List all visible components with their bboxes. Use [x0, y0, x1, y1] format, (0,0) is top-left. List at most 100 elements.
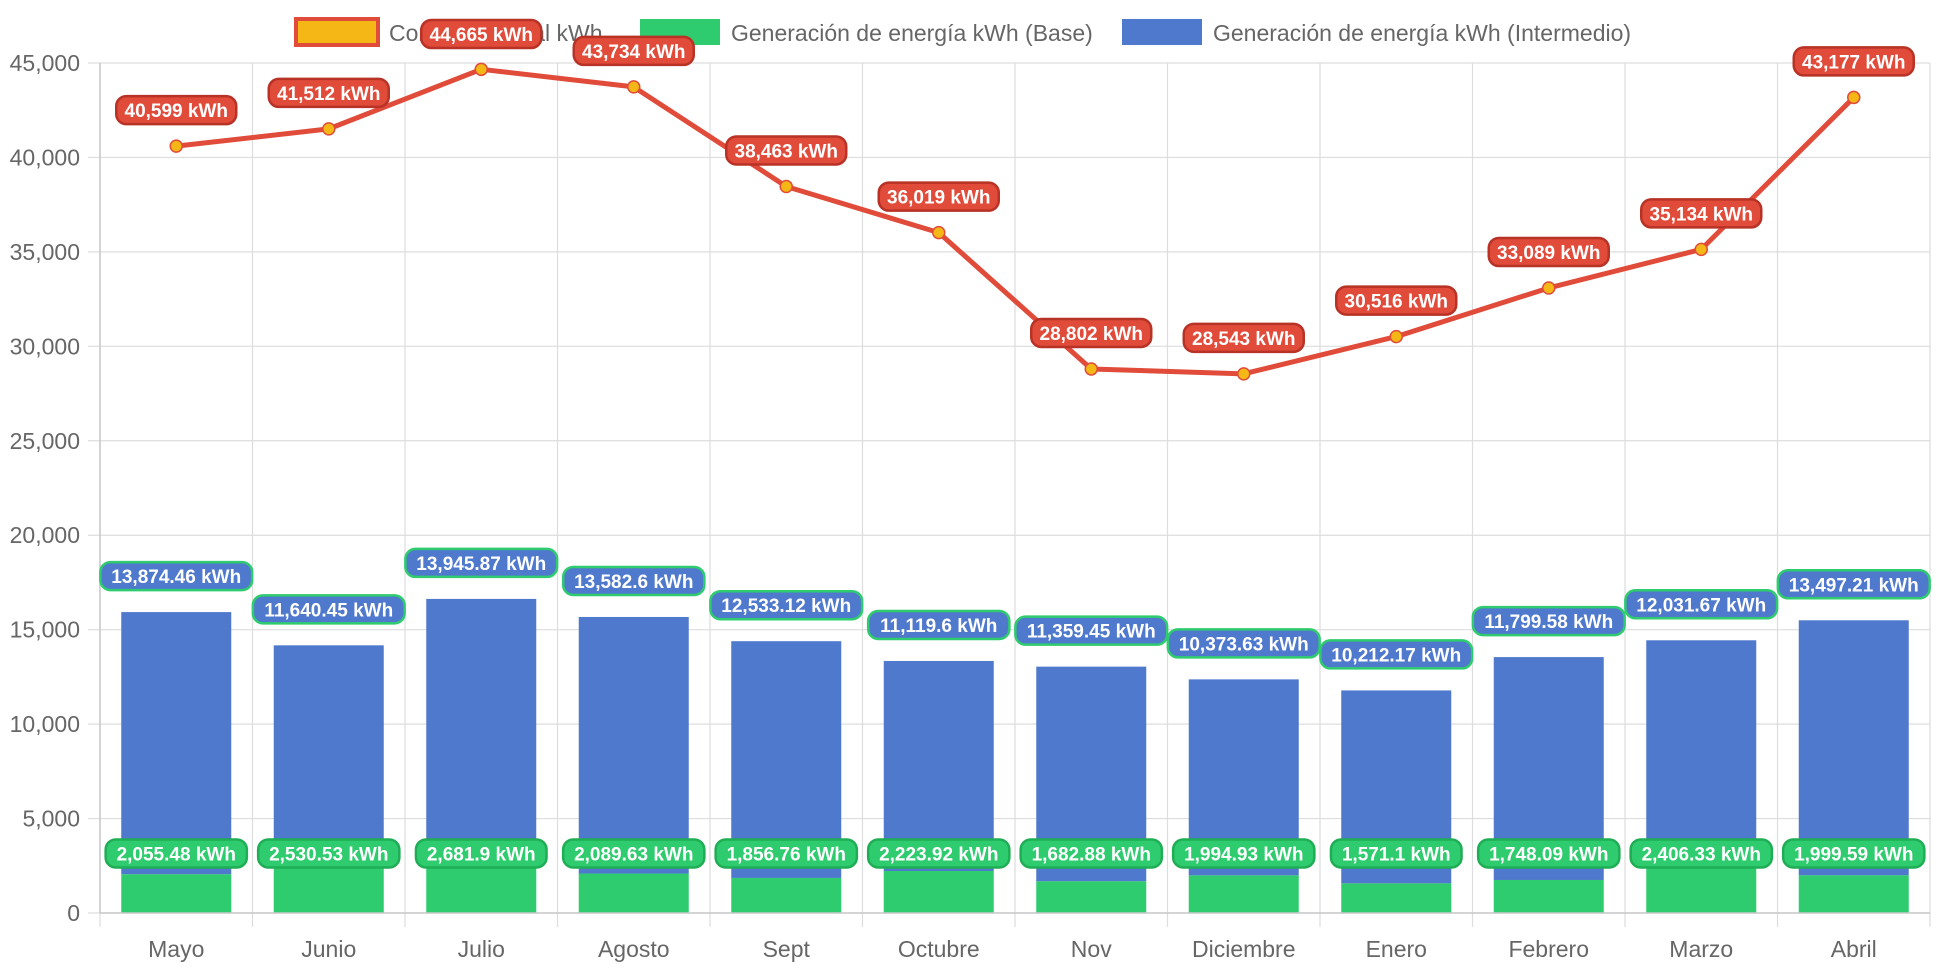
label-consumo-text: 41,512 kWh: [277, 84, 381, 105]
label-intermedio: 13,874.46 kWh: [99, 560, 254, 592]
bar-base: [1188, 875, 1299, 913]
label-intermedio-text: 10,373.63 kWh: [1179, 634, 1309, 655]
bar-base: [883, 870, 994, 913]
bar-base: [426, 862, 537, 913]
label-intermedio: 10,212.17 kWh: [1319, 639, 1474, 670]
y-tick-label: 35,000: [10, 239, 80, 265]
label-base-text: 2,406.33 kWh: [1642, 844, 1761, 865]
label-intermedio: 10,373.63 kWh: [1166, 628, 1321, 659]
label-intermedio-text: 11,359.45 kWh: [1027, 622, 1156, 643]
bar-intermedio: [1646, 640, 1757, 868]
label-consumo: 28,802 kWh: [1030, 317, 1153, 349]
label-base-text: 2,681.9 kWh: [427, 844, 536, 865]
label-consumo: 41,512 kWh: [267, 77, 390, 109]
x-tick-label: Agosto: [598, 936, 670, 962]
label-intermedio: 13,497.21 kWh: [1776, 569, 1931, 600]
label-base-text: 2,530.53 kWh: [269, 844, 388, 865]
x-tick-label: Sept: [763, 936, 811, 962]
label-base-bg: [414, 838, 548, 869]
label-intermedio-text: 11,799.58 kWh: [1484, 612, 1613, 633]
label-consumo-bg: [1487, 236, 1610, 268]
bar-base: [1798, 875, 1909, 913]
label-base-text: 2,089.63 kWh: [574, 844, 693, 865]
label-base-bg: [561, 838, 706, 869]
bar-base: [1646, 867, 1757, 913]
axes: 0 5,000 10,000 15,000 20,000 25,000 30,000 35,0…: [10, 50, 1930, 962]
label-base-bg: [866, 838, 1011, 869]
label-consumo: 28,543 kWh: [1182, 322, 1305, 354]
label-intermedio: 13,582.6 kWh: [561, 565, 706, 597]
consumption-point: [932, 225, 946, 240]
legend-item[interactable]: Generación de energía kWh (Base): [640, 19, 1093, 46]
y-tick-label: 30,000: [10, 333, 80, 359]
label-consumo-bg: [572, 35, 695, 67]
grid: [88, 62, 1931, 927]
label-consumo-text: 35,134 kWh: [1650, 204, 1754, 225]
label-base-text: 2,055.48 kWh: [117, 844, 236, 865]
label-base: 2,530.53 kWh: [256, 838, 401, 869]
label-consumo: 40,599 kWh: [115, 94, 238, 126]
consumption-point: [322, 122, 336, 136]
label-base-bg: [104, 838, 249, 869]
bar-base: [273, 865, 384, 913]
label-base: 1,571.1 kWh: [1329, 838, 1463, 869]
label-base: 1,999.59 kWh: [1781, 838, 1926, 869]
label-base: 1,856.76 kWh: [714, 838, 859, 869]
consumption-point: [779, 179, 793, 194]
x-tick-label: Nov: [1071, 936, 1112, 962]
label-intermedio-bg: [866, 609, 1011, 641]
label-base-text: 1,682.88 kWh: [1032, 844, 1151, 865]
label-consumo: 44,665 kWh: [420, 18, 543, 50]
bar-base: [1341, 883, 1452, 913]
consumption-point: [474, 62, 488, 77]
label-intermedio: 13,945.87 kWh: [404, 547, 559, 579]
label-consumo-text: 44,665 kWh: [430, 25, 534, 46]
bar-intermedio: [578, 616, 689, 874]
label-consumo: 36,019 kWh: [877, 181, 1000, 212]
label-base: 2,223.92 kWh: [866, 838, 1011, 869]
label-consumo-bg: [1640, 198, 1763, 229]
x-tick-label: Junio: [301, 936, 356, 962]
x-tick-label: Octubre: [898, 936, 980, 962]
label-intermedio-text: 13,582.6 kWh: [574, 572, 693, 593]
y-tick-label: 0: [67, 900, 80, 926]
y-tick-label: 25,000: [10, 428, 80, 454]
label-intermedio-text: 12,031.67 kWh: [1636, 595, 1766, 616]
consumption-point: [1542, 281, 1556, 295]
legend-swatch: [294, 17, 380, 47]
label-intermedio-bg: [404, 547, 559, 579]
consumption-point: [1084, 362, 1098, 376]
label-intermedio-bg: [1166, 628, 1321, 659]
label-consumo-bg: [1792, 46, 1915, 77]
label-base-bg: [1781, 838, 1926, 869]
label-base-text: 1,999.59 kWh: [1794, 844, 1913, 865]
label-base-text: 1,994.93 kWh: [1184, 844, 1303, 865]
label-base: 1,682.88 kWh: [1019, 838, 1164, 869]
consumption-point: [1389, 329, 1403, 344]
label-base: 2,406.33 kWh: [1629, 838, 1774, 869]
x-tick-label: Mayo: [148, 936, 204, 962]
label-consumo: 38,463 kWh: [725, 135, 848, 166]
label-base: 2,681.9 kWh: [414, 838, 548, 869]
x-tick-label: Abril: [1831, 936, 1877, 962]
consumption-point: [627, 80, 641, 94]
y-tick-label: 20,000: [10, 522, 80, 548]
consumption-line-path: [175, 66, 1856, 377]
legend-swatch: [1122, 19, 1202, 45]
bar-intermedio: [1798, 620, 1909, 876]
label-consumo-bg: [1335, 285, 1458, 316]
x-tick-label: Enero: [1366, 936, 1427, 962]
consumption-line: [169, 62, 1861, 381]
label-base-text: 1,571.1 kWh: [1342, 844, 1451, 865]
label-consumo-text: 28,543 kWh: [1192, 329, 1296, 350]
label-base: 2,089.63 kWh: [561, 838, 706, 869]
label-consumo-bg: [115, 94, 238, 126]
bar-intermedio: [273, 645, 384, 866]
legend-item[interactable]: Generación de energía kWh (Intermedio): [1122, 19, 1631, 46]
y-tick-label: 40,000: [10, 144, 80, 170]
label-consumo-bg: [1030, 317, 1153, 349]
y-tick-label: 10,000: [10, 711, 80, 737]
label-base: 2,055.48 kWh: [104, 838, 249, 869]
label-base-bg: [714, 838, 859, 869]
label-intermedio: 12,031.67 kWh: [1624, 589, 1779, 620]
